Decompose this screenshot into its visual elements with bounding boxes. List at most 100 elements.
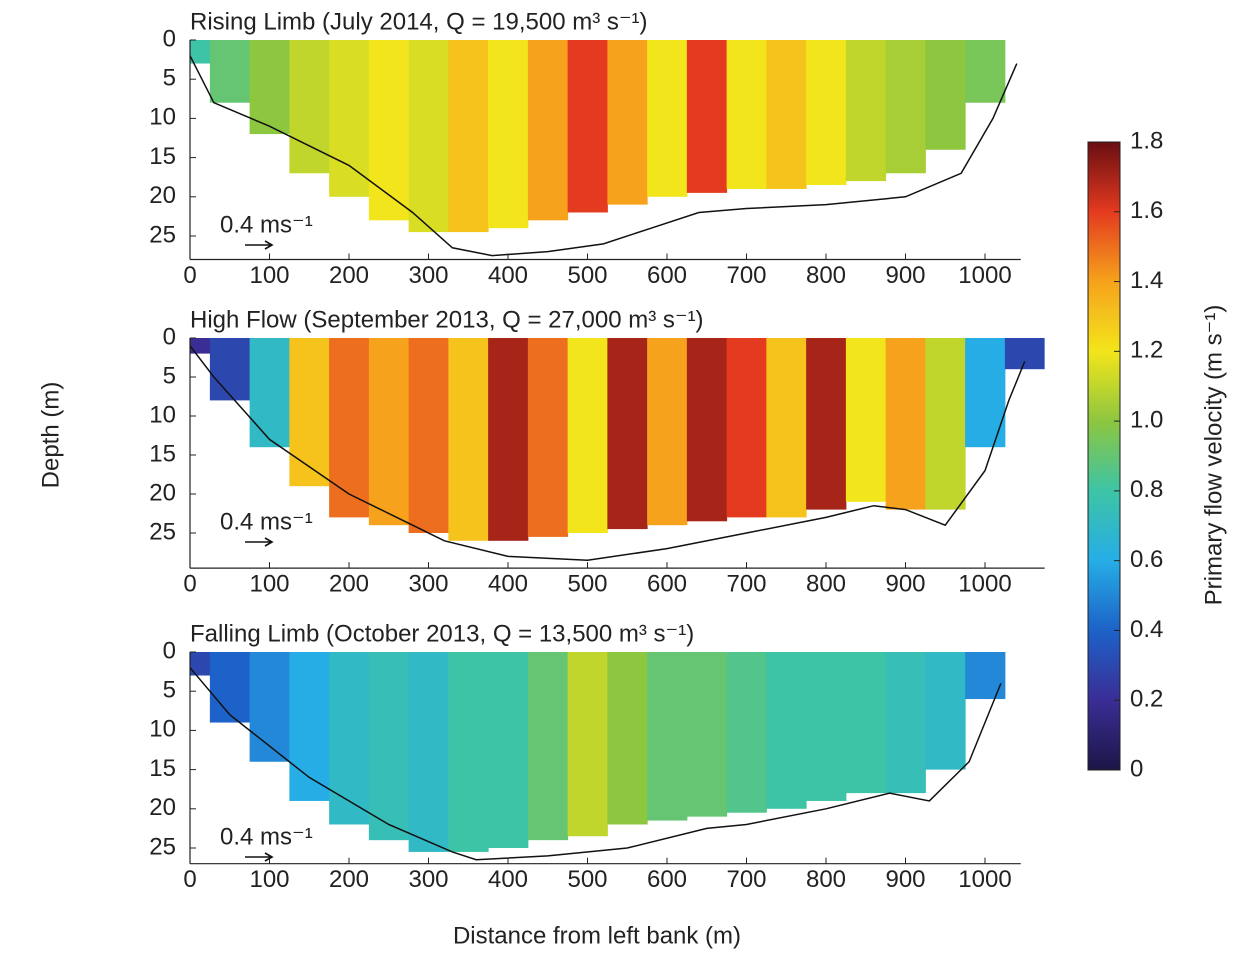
- scale-arrow-label: 0.4 ms⁻¹: [220, 508, 313, 535]
- velocity-column: [190, 652, 211, 676]
- x-tick-label: 1000: [958, 262, 1011, 289]
- velocity-column: [527, 338, 569, 537]
- velocity-column: [408, 40, 449, 233]
- x-tick-label: 500: [567, 262, 607, 289]
- velocity-column: [209, 338, 251, 401]
- velocity-column: [726, 40, 767, 189]
- x-tick-label: 0: [183, 262, 196, 289]
- x-tick-label: 100: [249, 866, 289, 893]
- velocity-column: [567, 338, 608, 533]
- colorbar-tick-label: 1.0: [1130, 406, 1163, 433]
- y-tick-label: 20: [149, 479, 176, 506]
- velocity-column: [567, 40, 608, 213]
- velocity-column: [845, 338, 887, 502]
- velocity-column: [647, 338, 688, 526]
- velocity-column: [448, 338, 489, 541]
- velocity-column: [1004, 338, 1045, 370]
- colorbar-tick-label: 1.4: [1130, 267, 1163, 294]
- x-tick-label: 300: [408, 866, 448, 893]
- velocity-column: [289, 652, 330, 801]
- velocity-column: [925, 338, 966, 510]
- velocity-column: [209, 40, 251, 103]
- bed-profile: [189, 55, 1018, 257]
- velocity-column: [686, 338, 728, 522]
- velocity-column: [567, 652, 608, 837]
- x-tick-label: 700: [726, 262, 766, 289]
- velocity-column: [766, 652, 807, 809]
- scale-arrow: [245, 852, 274, 862]
- y-tick-label: 20: [149, 182, 176, 209]
- velocity-column: [249, 652, 290, 762]
- colorbar-tick-label: 1.8: [1130, 127, 1163, 154]
- velocity-column: [408, 338, 449, 533]
- x-tick-label: 400: [488, 262, 528, 289]
- y-tick-label: 25: [149, 833, 176, 860]
- y-tick-label: 15: [149, 755, 176, 782]
- velocity-column: [329, 40, 370, 197]
- velocity-column: [806, 40, 847, 186]
- velocity-column: [845, 40, 887, 182]
- x-tick-label: 200: [329, 866, 369, 893]
- x-tick-label: 600: [647, 866, 687, 893]
- colorbar: [1087, 141, 1121, 771]
- scale-arrow: [245, 240, 274, 250]
- velocity-column: [289, 40, 330, 174]
- x-tick-label: 800: [806, 866, 846, 893]
- y-tick-label: 10: [149, 401, 176, 428]
- velocity-column: [686, 40, 728, 193]
- x-tick-label: 100: [249, 262, 289, 289]
- velocity-column: [408, 652, 449, 852]
- colorbar-tick-label: 0.8: [1130, 476, 1163, 503]
- y-tick-label: 0: [163, 25, 176, 52]
- velocity-column: [965, 652, 1006, 700]
- plot-area: [190, 652, 1006, 852]
- y-tick-label: 25: [149, 518, 176, 545]
- y-axis-label: Depth (m): [37, 382, 64, 489]
- velocity-column: [885, 40, 926, 174]
- panel-title: Falling Limb (October 2013, Q = 13,500 m…: [190, 620, 694, 647]
- velocity-column: [647, 652, 688, 821]
- x-tick-label: 0: [183, 570, 196, 597]
- velocity-column: [885, 338, 926, 510]
- velocity-column: [190, 338, 211, 354]
- x-tick-label: 900: [885, 866, 925, 893]
- y-tick-label: 15: [149, 143, 176, 170]
- velocity-column: [766, 338, 807, 518]
- x-tick-label: 900: [885, 262, 925, 289]
- velocity-column: [249, 338, 290, 448]
- y-tick-label: 15: [149, 440, 176, 467]
- x-tick-label: 700: [726, 570, 766, 597]
- velocity-column: [368, 652, 410, 841]
- x-tick-label: 300: [408, 570, 448, 597]
- y-tick-label: 5: [163, 677, 176, 704]
- x-tick-label: 200: [329, 570, 369, 597]
- x-tick-label: 100: [249, 570, 289, 597]
- x-tick-label: 800: [806, 262, 846, 289]
- velocity-column: [448, 40, 489, 233]
- x-tick-label: 300: [408, 262, 448, 289]
- velocity-column: [190, 40, 211, 64]
- x-tick-label: 600: [647, 262, 687, 289]
- velocity-column: [806, 338, 847, 510]
- plot-area: [190, 40, 1006, 233]
- velocity-column: [607, 40, 648, 205]
- colorbar-tick-label: 1.2: [1130, 337, 1163, 364]
- y-tick-label: 25: [149, 221, 176, 248]
- velocity-column: [527, 40, 569, 221]
- velocity-column: [488, 40, 529, 229]
- x-tick-label: 900: [885, 570, 925, 597]
- velocity-column: [329, 652, 370, 825]
- velocity-column: [527, 652, 569, 841]
- bed-profile: [189, 667, 1002, 861]
- x-axis-label: Distance from left bank (m): [453, 922, 741, 949]
- velocity-column: [329, 338, 370, 518]
- y-tick-label: 10: [149, 716, 176, 743]
- colorbar-tick-label: 1.6: [1130, 197, 1163, 224]
- velocity-column: [965, 40, 1006, 103]
- velocity-column: [845, 652, 887, 794]
- velocity-column: [925, 652, 966, 770]
- x-tick-label: 1000: [958, 570, 1011, 597]
- velocity-column: [885, 652, 926, 794]
- y-tick-label: 5: [163, 65, 176, 92]
